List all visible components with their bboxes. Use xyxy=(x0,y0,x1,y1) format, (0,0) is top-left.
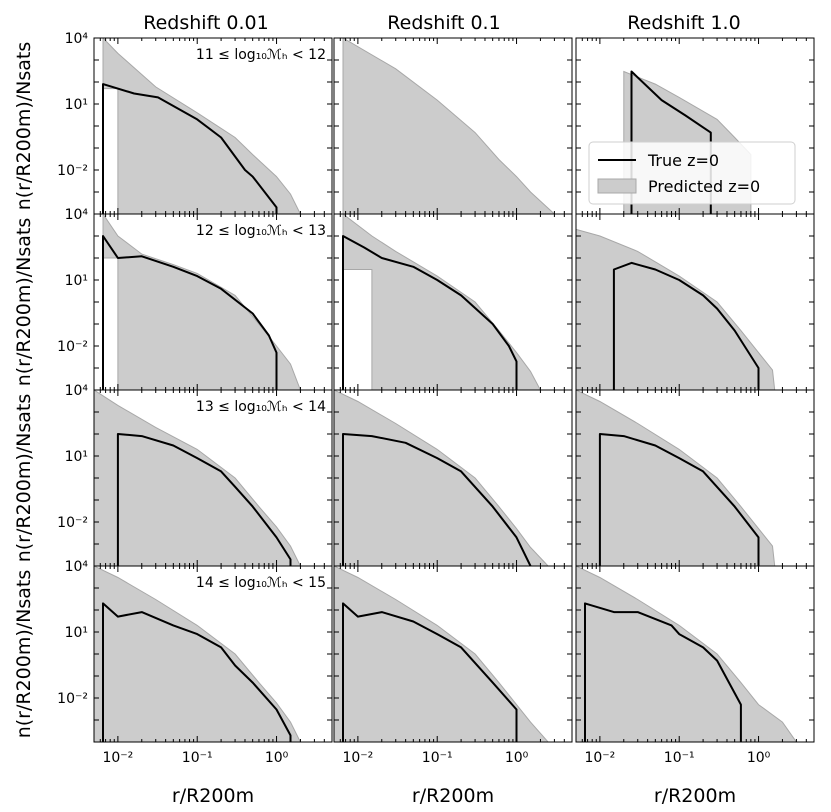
true-line-r4-c2 xyxy=(342,602,518,742)
predicted-band-r2-c3 xyxy=(576,228,776,390)
true-line-r3-c1 xyxy=(116,433,292,566)
column-title-3: Redshift 1.0 xyxy=(627,12,740,34)
panel-r4-c3 xyxy=(575,565,815,743)
x-tick-label: 10⁰ xyxy=(505,750,529,766)
panel-r2-c2 xyxy=(333,213,573,391)
legend: True z=0 Predicted z=0 xyxy=(588,141,796,205)
column-title-1: Redshift 0.01 xyxy=(143,12,268,34)
legend-true-label: True z=0 xyxy=(647,151,719,170)
predicted-band-r2-c1 xyxy=(102,214,301,390)
y-tick-label: 10¹ xyxy=(65,625,88,641)
mass-bin-label-row-3: 13 ≤ log₁₀ℳₕ < 14 xyxy=(196,399,326,415)
x-tick-label: 10⁻² xyxy=(342,750,373,766)
column-title-2: Redshift 0.1 xyxy=(387,12,500,34)
y-tick-label: 10⁴ xyxy=(65,559,89,575)
y-axis-label-row-4: n(r/R200m)/Nsats xyxy=(13,570,35,739)
mass-bin-label-row-2: 12 ≤ log₁₀ℳₕ < 13 xyxy=(196,223,326,239)
predicted-band-r1-c2 xyxy=(340,38,556,214)
panel-r1-c2 xyxy=(333,37,573,215)
x-axis-label-col-1: r/R200m xyxy=(172,785,254,807)
x-tick-label: 10⁻² xyxy=(102,750,133,766)
y-tick-label: 10⁴ xyxy=(65,31,89,47)
y-tick-label: 10⁻² xyxy=(57,339,88,355)
predicted-band-r4-c2 xyxy=(334,566,549,742)
predicted-band-r3-c1 xyxy=(94,390,301,566)
y-tick-label: 10⁻² xyxy=(57,515,88,531)
x-tick-label: 10⁰ xyxy=(265,750,289,766)
true-line-r3-c3 xyxy=(598,433,760,566)
x-tick-label: 10⁰ xyxy=(747,750,771,766)
x-tick-label: 10⁻¹ xyxy=(182,750,213,766)
x-tick-label: 10⁻² xyxy=(584,750,615,766)
true-line-r4-c1 xyxy=(102,602,292,742)
legend-box xyxy=(588,141,796,205)
predicted-band-r4-c1 xyxy=(94,566,301,742)
predicted-band-r2-c2 xyxy=(342,214,541,390)
x-axis-label-col-2: r/R200m xyxy=(412,785,494,807)
panel-r2-c1 xyxy=(93,213,333,391)
x-tick-label: 10⁻¹ xyxy=(664,750,695,766)
y-tick-label: 10⁻² xyxy=(57,163,88,179)
y-axis-label-row-3: n(r/R200m)/Nsats xyxy=(13,394,35,563)
y-tick-label: 10¹ xyxy=(65,449,88,465)
panel-r4-c2 xyxy=(333,565,573,743)
panel-r3-c3 xyxy=(575,389,815,567)
y-tick-label: 10⁻² xyxy=(57,691,88,707)
legend-pred-swatch xyxy=(597,178,637,194)
y-tick-label: 10⁴ xyxy=(65,383,89,399)
panel-r1-c1 xyxy=(93,37,333,215)
true-line-r3-c2 xyxy=(342,433,532,566)
mass-bin-label-row-1: 11 ≤ log₁₀ℳₕ < 12 xyxy=(196,47,326,63)
true-line-r2-c2 xyxy=(342,235,518,390)
predicted-band-r3-c3 xyxy=(576,390,776,566)
y-axis-label-row-1: n(r/R200m)/Nsats xyxy=(13,42,35,211)
panel-r3-c2 xyxy=(333,389,573,567)
panel-r3-c1 xyxy=(93,389,333,567)
predicted-band-r1-c1 xyxy=(102,38,301,214)
panel-r4-c1 xyxy=(93,565,333,743)
x-tick-label: 10⁻¹ xyxy=(422,750,453,766)
mass-bin-label-row-4: 14 ≤ log₁₀ℳₕ < 15 xyxy=(196,575,326,591)
predicted-band-r3-c2 xyxy=(334,390,549,566)
panel-r2-c3 xyxy=(575,213,815,391)
y-tick-label: 10⁴ xyxy=(65,207,89,223)
y-tick-label: 10¹ xyxy=(65,273,88,289)
true-line-r2-c1 xyxy=(102,235,278,390)
y-axis-label-row-2: n(r/R200m)/Nsats xyxy=(13,218,35,387)
x-axis-label-col-3: r/R200m xyxy=(654,785,736,807)
y-tick-label: 10¹ xyxy=(65,97,88,113)
true-line-r2-c3 xyxy=(612,261,760,390)
predicted-band-r4-c3 xyxy=(576,566,798,742)
legend-pred-label: Predicted z=0 xyxy=(648,177,760,196)
true-line-r1-c1 xyxy=(102,83,278,214)
true-line-r4-c3 xyxy=(584,602,742,742)
